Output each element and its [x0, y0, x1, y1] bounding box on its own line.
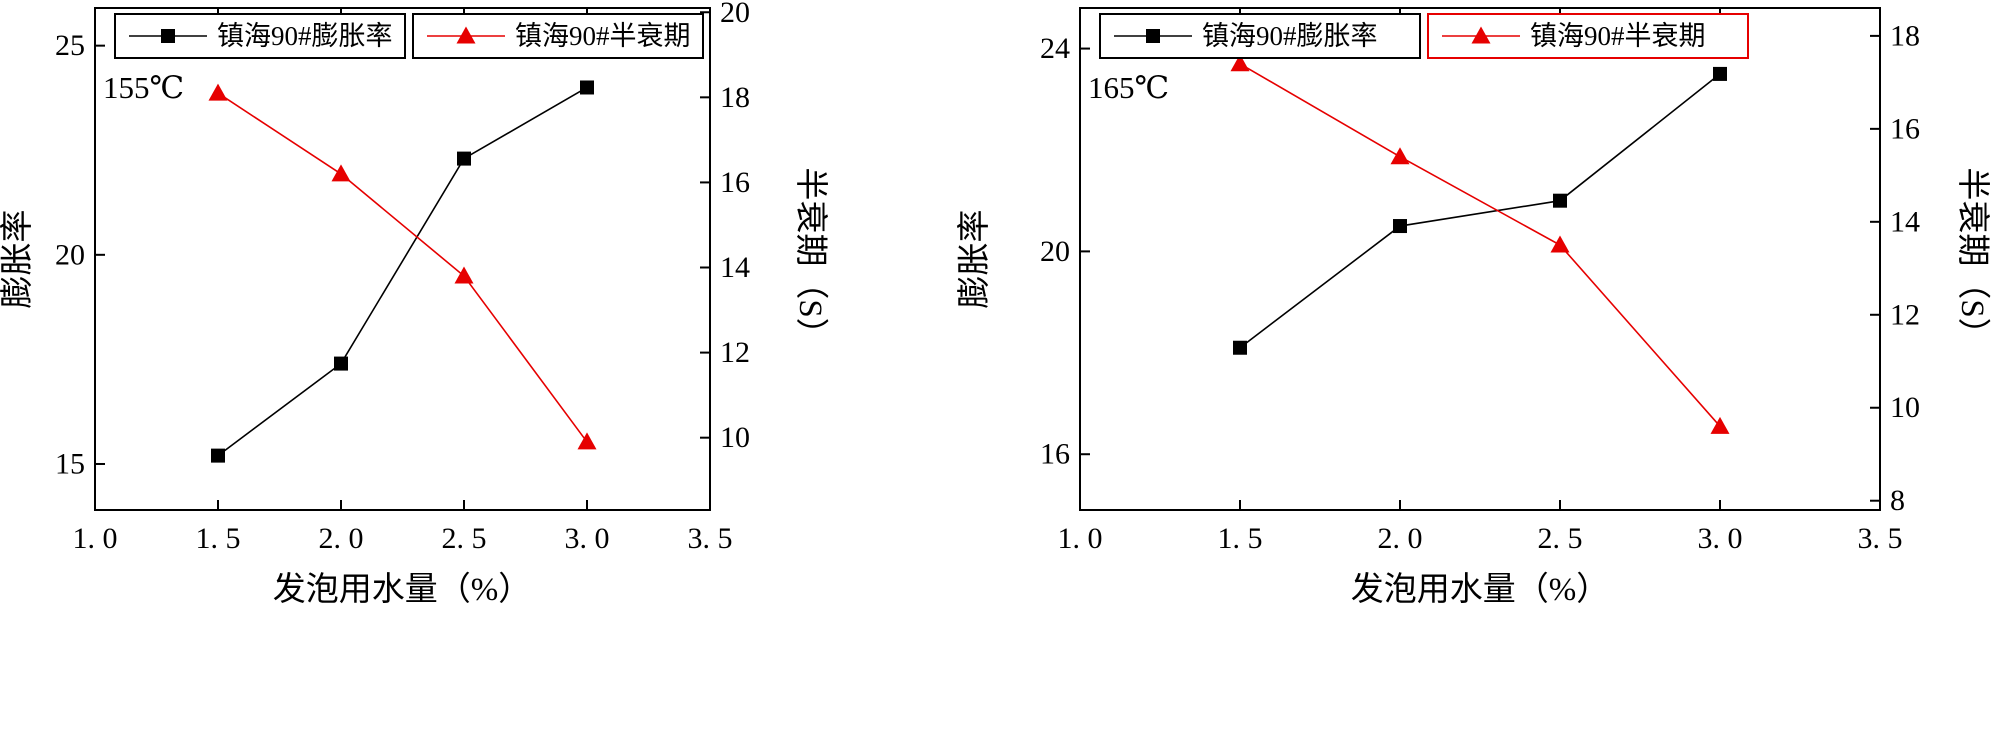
x-tick-label: 2. 0 [319, 522, 364, 555]
y-right-tick-label: 14 [720, 251, 750, 284]
square-marker [1393, 219, 1407, 234]
legend-square-marker [161, 29, 175, 43]
triangle-marker [208, 83, 228, 101]
chart2-plot-border [1079, 7, 1881, 511]
y-right-tick-label: 12 [720, 336, 750, 369]
legend-triangle-marker [456, 26, 476, 44]
legend-box [114, 13, 406, 59]
y-right-tick-label: 20 [720, 0, 750, 29]
chart1-temperature-annotation: 155℃ [103, 70, 184, 105]
x-tick-label: 1. 5 [196, 522, 241, 555]
y-right-tick-label: 8 [1890, 484, 1905, 517]
chart1-x-axis-title: 发泡用水量（%） [273, 571, 532, 608]
square-marker [334, 356, 348, 371]
y-right-tick-label: 18 [1890, 19, 1920, 52]
legend-square-marker [1146, 29, 1160, 43]
chart1-plot-border [94, 7, 711, 511]
y-right-tick-label: 18 [720, 81, 750, 114]
square-marker [1713, 66, 1727, 81]
y-left-tick-label: 16 [1040, 438, 1070, 471]
x-tick-label: 2. 5 [1538, 522, 1583, 555]
triangle-marker [331, 164, 351, 182]
chart-dynamic-layer: 1. 0 1. 5 2. 0 2. 5 3. 0 3. 5 15 20 25 10 12 14 16 18… [55, 0, 1920, 555]
square-marker [457, 151, 471, 166]
expansion-series-line [1239, 73, 1721, 349]
y-left-tick-label: 25 [55, 29, 85, 62]
chart1-left-axis-title: 膨胀率 [0, 210, 36, 309]
halflife-series-line [217, 92, 588, 443]
legend-triangle-marker [1471, 26, 1491, 44]
chart2-left-axis-title: 膨胀率 [956, 210, 993, 309]
x-tick-label: 3. 5 [1858, 522, 1903, 555]
y-left-tick-label: 20 [1040, 235, 1070, 268]
chart2-legend-label-expansion: 镇海90#膨胀率 [1202, 21, 1378, 51]
y-left-tick-label: 20 [55, 238, 85, 271]
triangle-marker [454, 266, 474, 284]
chart1-legend-label-halflife: 镇海90#半衰期 [515, 21, 691, 51]
x-tick-label: 3. 0 [565, 522, 610, 555]
x-tick-label: 1. 0 [1058, 522, 1103, 555]
triangle-marker [577, 432, 597, 450]
y-right-tick-label: 10 [1890, 391, 1920, 424]
x-tick-label: 2. 5 [442, 522, 487, 555]
chart2-temperature-annotation: 165℃ [1088, 70, 1169, 105]
y-left-tick-label: 24 [1040, 32, 1070, 65]
triangle-marker [1710, 416, 1730, 434]
expansion-series-line [217, 86, 588, 457]
x-tick-label: 1. 5 [1218, 522, 1263, 555]
y-right-tick-label: 14 [1890, 205, 1920, 238]
y-right-tick-label: 10 [720, 421, 750, 454]
y-right-tick-label: 16 [720, 166, 750, 199]
x-tick-label: 1. 0 [73, 522, 118, 555]
x-tick-label: 2. 0 [1378, 522, 1423, 555]
chart1-legend-label-expansion: 镇海90#膨胀率 [217, 21, 393, 51]
chart2-right-axis-title: 半衰期（S） [1954, 167, 1991, 350]
square-marker [211, 448, 225, 463]
y-right-tick-label: 16 [1890, 112, 1920, 145]
triangle-marker [1550, 235, 1570, 253]
triangle-marker [1230, 54, 1250, 72]
triangle-marker [1390, 147, 1410, 165]
x-tick-label: 3. 0 [1698, 522, 1743, 555]
chart1-right-axis-title: 半衰期（S） [792, 167, 829, 350]
y-left-tick-label: 15 [55, 447, 85, 480]
square-marker [580, 80, 594, 95]
y-right-tick-label: 12 [1890, 298, 1920, 331]
x-tick-label: 3. 5 [688, 522, 733, 555]
square-marker [1553, 193, 1567, 208]
halflife-series-line [1239, 63, 1721, 427]
square-marker [1233, 340, 1247, 355]
chart2-x-axis-title: 发泡用水量（%） [1351, 571, 1610, 608]
chart2-legend-label-halflife: 镇海90#半衰期 [1530, 21, 1706, 51]
